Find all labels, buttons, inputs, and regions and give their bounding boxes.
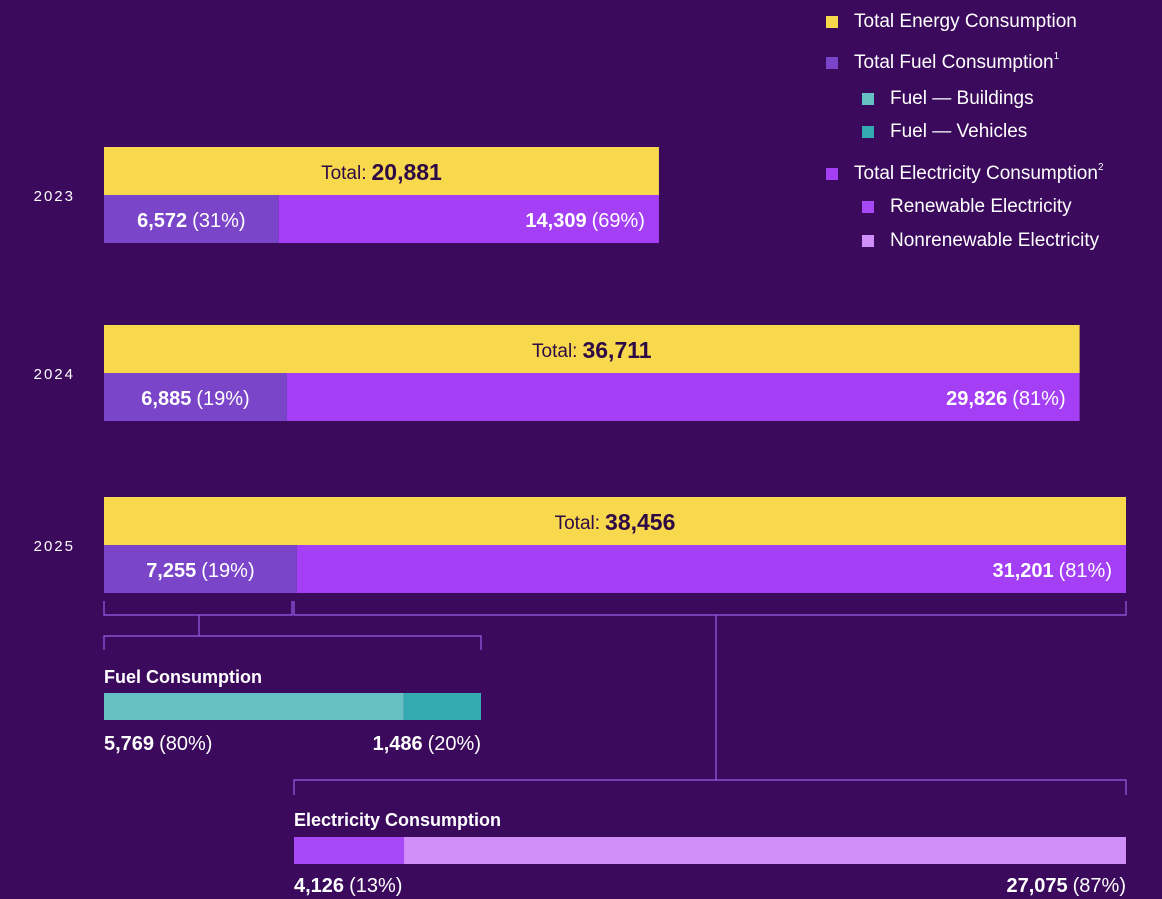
legend-name: Fuel — Buildings <box>890 88 1034 109</box>
legend-swatch <box>826 16 838 28</box>
data-label: 31,201 (81%) <box>992 560 1112 582</box>
percent-label: (81%) <box>1059 560 1112 582</box>
value-label: 7,255 <box>146 560 196 582</box>
year-label: 2024 <box>34 366 75 383</box>
breakdown-bar <box>404 837 1126 864</box>
value-label: 6,572 <box>137 210 187 232</box>
legend-swatch <box>826 57 838 69</box>
legend-swatch <box>862 235 874 247</box>
data-label: 29,826 (81%) <box>946 388 1066 410</box>
fuel-breakdown-bracket <box>103 635 482 650</box>
total-bar <box>104 497 1126 545</box>
total-value: 38,456 <box>605 509 675 535</box>
legend-label: Total Energy Consumption <box>854 11 1077 32</box>
percent-label: (80%) <box>159 733 212 755</box>
segment-bar <box>104 373 287 421</box>
data-label: 27,075 (87%) <box>1006 875 1126 897</box>
value-label: 29,826 <box>946 388 1007 410</box>
breakdown-bar <box>104 693 404 720</box>
segment-bar <box>104 195 279 243</box>
legend-name: Renewable Electricity <box>890 196 1072 217</box>
data-label: 1,486 (20%) <box>373 733 481 755</box>
breakdown-bar <box>403 693 481 720</box>
legend-name: Total Energy Consumption <box>854 11 1077 32</box>
value-label: 27,075 <box>1006 875 1067 897</box>
legend-name: Total Electricity Consumption <box>854 163 1098 184</box>
total-label: Total: 20,881 <box>321 159 442 185</box>
total-value: 36,711 <box>582 337 651 363</box>
legend-name: Nonrenewable Electricity <box>890 230 1100 251</box>
total-label: Total: 38,456 <box>555 509 676 535</box>
legend-swatch <box>862 201 874 213</box>
total-prefix: Total: <box>321 163 366 184</box>
electricity-breakdown-bracket <box>293 779 1127 795</box>
percent-label: (19%) <box>196 388 249 410</box>
segment-bar <box>286 373 1080 421</box>
legend-label: Fuel — Vehicles <box>890 121 1027 142</box>
legend-swatch <box>862 93 874 105</box>
total-prefix: Total: <box>532 341 577 362</box>
value-label: 14,309 <box>525 210 586 232</box>
total-label: Total: 36,711 <box>532 337 652 363</box>
segment-bar <box>278 195 659 243</box>
total-bar <box>104 147 659 195</box>
legend-label: Total Electricity Consumption2 <box>854 162 1104 184</box>
legend-note: 2 <box>1098 162 1104 173</box>
percent-label: (87%) <box>1073 875 1126 897</box>
total-prefix: Total: <box>555 513 600 534</box>
percent-label: (69%) <box>592 210 645 232</box>
percent-label: (13%) <box>349 875 402 897</box>
total-bar <box>104 325 1080 373</box>
legend-name: Fuel — Vehicles <box>890 121 1027 142</box>
segment-bar <box>104 545 297 593</box>
percent-label: (19%) <box>201 560 254 582</box>
brackets <box>103 601 1127 795</box>
legend-label: Total Fuel Consumption1 <box>854 51 1060 73</box>
breakdown-title: Fuel Consumption <box>104 667 262 687</box>
percent-label: (20%) <box>428 733 481 755</box>
legend-label: Fuel — Buildings <box>890 88 1034 109</box>
legend-label: Nonrenewable Electricity <box>890 230 1100 251</box>
percent-label: (31%) <box>192 210 245 232</box>
value-label: 1,486 <box>373 733 423 755</box>
segment-bar <box>296 545 1126 593</box>
breakdown-title: Electricity Consumption <box>294 810 501 830</box>
year-label: 2025 <box>34 538 75 555</box>
legend-swatch <box>862 126 874 138</box>
breakdown-bar <box>294 837 405 864</box>
data-label: 7,255 (19%) <box>146 560 254 582</box>
legend-name: Total Fuel Consumption <box>854 52 1054 73</box>
legend-note: 1 <box>1054 51 1060 62</box>
percent-label: (81%) <box>1012 388 1065 410</box>
data-label: 6,572 (31%) <box>137 210 245 232</box>
value-label: 31,201 <box>992 560 1053 582</box>
value-label: 4,126 <box>294 875 344 897</box>
legend-label: Renewable Electricity <box>890 196 1072 217</box>
fuel-bracket <box>103 601 293 616</box>
data-label: 14,309 (69%) <box>525 210 645 232</box>
total-value: 20,881 <box>371 159 442 185</box>
data-label: 4,126 (13%) <box>294 875 402 897</box>
electricity-bracket <box>293 601 1127 616</box>
value-label: 5,769 <box>104 733 154 755</box>
legend-swatch <box>826 168 838 180</box>
year-label: 2023 <box>34 188 75 205</box>
data-label: 6,885 (19%) <box>141 388 249 410</box>
data-label: 5,769 (80%) <box>104 733 212 755</box>
value-label: 6,885 <box>141 388 191 410</box>
